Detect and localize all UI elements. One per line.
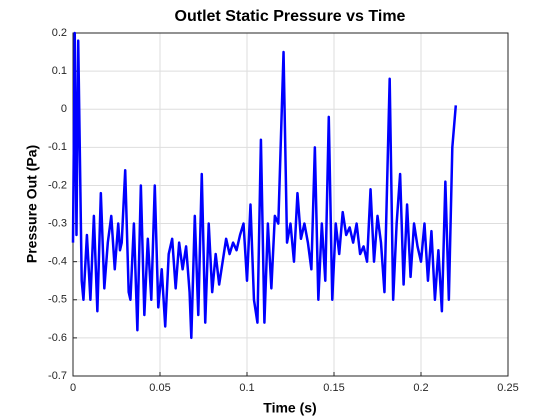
plot-area <box>73 33 508 376</box>
y-tick-label: -0.3 <box>48 217 67 229</box>
y-tick-label: -0.1 <box>48 141 67 153</box>
y-tick-label: -0.2 <box>48 179 67 191</box>
y-tick-label: -0.7 <box>48 370 67 382</box>
x-tick-label: 0 <box>70 382 76 394</box>
y-tick-label: -0.4 <box>48 256 67 268</box>
x-tick-label: 0.2 <box>413 382 428 394</box>
x-tick-label: 0.1 <box>239 382 254 394</box>
chart-title: Outlet Static Pressure vs Time <box>175 8 406 25</box>
x-tick-label: 0.15 <box>323 382 344 394</box>
y-tick-label: 0 <box>61 103 67 115</box>
y-tick-label: -0.5 <box>48 294 67 306</box>
y-tick-label: -0.6 <box>48 332 67 344</box>
y-tick-label: 0.2 <box>52 27 67 39</box>
y-tick-label: 0.1 <box>52 65 67 77</box>
x-axis-label: Time (s) <box>263 400 316 416</box>
x-tick-label: 0.05 <box>149 382 170 394</box>
data-line <box>71 31 458 340</box>
y-axis-label: Pressure Out (Pa) <box>24 145 40 263</box>
x-tick-label: 0.25 <box>497 382 518 394</box>
